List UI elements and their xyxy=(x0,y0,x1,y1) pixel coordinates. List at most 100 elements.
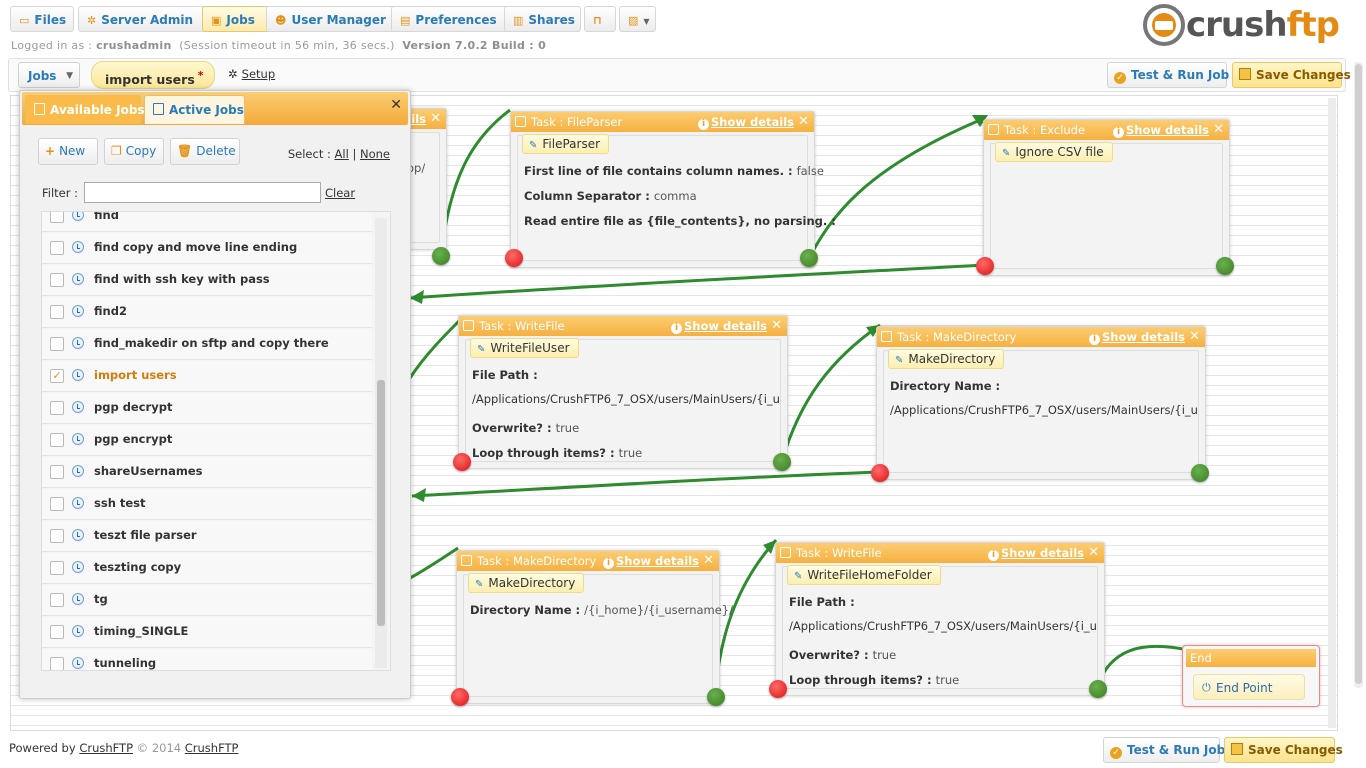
show-details-link[interactable]: i Show details xyxy=(1112,120,1209,140)
task-box-exclude[interactable]: Task : Exclude i Show details ✕ ✎ Ignore CSV… xyxy=(983,119,1230,276)
job-checkbox[interactable] xyxy=(50,305,64,319)
task-box-writefile-homefolder[interactable]: Task : WriteFile i Show details ✕ ✎ WriteFil… xyxy=(775,542,1105,696)
job-checkbox[interactable] xyxy=(50,273,64,287)
failure-port[interactable] xyxy=(505,249,523,267)
list-item[interactable]: ssh test xyxy=(42,489,372,520)
nav-unlock[interactable]: ⊓ xyxy=(584,6,616,32)
close-icon[interactable]: ✕ xyxy=(1189,329,1200,344)
list-item[interactable]: pgp decrypt xyxy=(42,393,372,424)
success-port[interactable] xyxy=(1089,680,1107,698)
job-checkbox[interactable] xyxy=(50,433,64,447)
success-port[interactable] xyxy=(1191,464,1209,482)
nav-jobs[interactable]: ▣ Jobs xyxy=(202,6,272,32)
task-name-pill[interactable]: ✎ MakeDirectory xyxy=(468,573,585,593)
list-item[interactable]: ✓ import users xyxy=(42,361,372,392)
list-item[interactable]: find with ssh key with pass xyxy=(42,265,372,296)
close-icon[interactable]: ✕ xyxy=(703,553,714,568)
nav-files[interactable]: ▭ Files xyxy=(10,6,74,32)
tab-active-jobs[interactable]: Active Jobs xyxy=(144,95,245,124)
task-box-fileparser[interactable]: Task : FileParser i Show details ✕ ✎ FilePar… xyxy=(510,111,836,268)
footer-save-changes-button[interactable]: Save Changes xyxy=(1224,737,1343,763)
job-checkbox[interactable] xyxy=(50,529,64,543)
list-item[interactable]: tg xyxy=(42,585,372,616)
crushftp-link-2[interactable]: CrushFTP xyxy=(184,741,239,755)
list-item[interactable]: find copy and move line ending xyxy=(42,233,372,264)
filter-input[interactable] xyxy=(84,182,321,203)
success-port[interactable] xyxy=(800,249,818,267)
job-checkbox[interactable]: ✓ xyxy=(50,369,64,383)
tab-available-jobs[interactable]: Available Jobs xyxy=(25,95,145,124)
nav-image-menu[interactable]: ▨ ▼ xyxy=(619,6,656,32)
close-icon[interactable]: ✕ xyxy=(430,111,441,126)
list-item[interactable]: tunneling xyxy=(42,649,372,670)
close-icon[interactable]: ✕ xyxy=(1213,122,1224,137)
show-details-link[interactable]: i Show details xyxy=(670,316,767,336)
show-details-link[interactable]: i Show details xyxy=(697,112,794,132)
footer-test-run-job-button[interactable]: ✓ Test & Run Job xyxy=(1103,737,1225,763)
job-checkbox[interactable] xyxy=(50,337,64,351)
setup-link[interactable]: ✲ Setup xyxy=(228,67,276,81)
page-scrollbar[interactable] xyxy=(1354,62,1363,688)
task-box-end[interactable]: End ⏻ End Point xyxy=(1182,645,1320,707)
job-checkbox[interactable] xyxy=(50,241,64,255)
job-checkbox[interactable] xyxy=(50,593,64,607)
success-port[interactable] xyxy=(432,247,450,265)
nav-server-admin[interactable]: ✲ Server Admin xyxy=(78,6,207,32)
list-item[interactable]: teszt file parser xyxy=(42,521,372,552)
job-checkbox[interactable] xyxy=(50,212,64,223)
list-item[interactable]: pgp encrypt xyxy=(42,425,372,456)
task-box-makedirectory-2[interactable]: Task : MakeDirectory i Show details ✕ ✎ Make… xyxy=(456,550,733,704)
delete-job-button[interactable]: 🗑 Delete xyxy=(170,138,240,165)
task-name-pill[interactable]: ✎ Ignore CSV file xyxy=(995,142,1113,162)
success-port[interactable] xyxy=(707,688,725,706)
job-checkbox[interactable] xyxy=(50,657,64,670)
page-scrollbar-thumb[interactable] xyxy=(1355,64,1362,684)
failure-port[interactable] xyxy=(451,688,469,706)
end-point-button[interactable]: ⏻ End Point xyxy=(1193,674,1305,700)
clear-filter-link[interactable]: Clear xyxy=(325,186,356,200)
close-icon[interactable]: ✕ xyxy=(798,114,809,129)
task-name-pill[interactable]: ✎ MakeDirectory xyxy=(888,349,1005,369)
list-item[interactable]: find_makedir on sftp and copy there xyxy=(42,329,372,360)
jobs-dropdown[interactable]: Jobs ▼ xyxy=(18,62,80,88)
list-item[interactable]: timing_SINGLE xyxy=(42,617,372,648)
show-details-link[interactable]: i Show details xyxy=(1088,327,1185,347)
failure-port[interactable] xyxy=(769,680,787,698)
close-icon[interactable]: ✕ xyxy=(771,318,782,333)
task-name-pill[interactable]: ✎ FileParser xyxy=(522,134,610,154)
close-icon[interactable]: ✕ xyxy=(390,97,402,113)
job-checkbox[interactable] xyxy=(50,465,64,479)
list-item[interactable]: find xyxy=(42,212,372,232)
job-checkbox[interactable] xyxy=(50,625,64,639)
list-item[interactable]: shareUsernames xyxy=(42,457,372,488)
select-all-link[interactable]: All xyxy=(334,147,349,161)
test-run-job-button[interactable]: ✓ Test & Run Job xyxy=(1107,62,1229,88)
new-job-button[interactable]: + New xyxy=(38,138,98,165)
show-details-link[interactable]: ils xyxy=(411,112,426,126)
task-box-makedirectory-1[interactable]: Task : MakeDirectory i Show details ✕ ✎ Make… xyxy=(876,326,1206,480)
job-checkbox[interactable] xyxy=(50,561,64,575)
failure-port[interactable] xyxy=(453,453,471,471)
success-port[interactable] xyxy=(1216,257,1234,275)
canvas-scrollbar[interactable] xyxy=(1328,98,1336,728)
crushftp-link[interactable]: CrushFTP xyxy=(79,741,134,755)
list-item[interactable]: teszting copy xyxy=(42,553,372,584)
save-changes-button[interactable]: Save Changes xyxy=(1232,62,1351,88)
job-checkbox[interactable] xyxy=(50,497,64,511)
task-name-pill[interactable]: ✎ WriteFileUser xyxy=(470,338,579,358)
job-checkbox[interactable] xyxy=(50,401,64,415)
select-none-link[interactable]: None xyxy=(359,147,390,161)
current-job-tab[interactable]: import users * xyxy=(91,61,215,89)
failure-port[interactable] xyxy=(976,257,994,275)
task-name-pill[interactable]: ✎ WriteFileHomeFolder xyxy=(787,565,941,585)
nav-shares[interactable]: ▥ Shares xyxy=(504,6,581,32)
jobs-list-scrollbar-thumb[interactable] xyxy=(377,380,385,626)
list-item[interactable]: find2 xyxy=(42,297,372,328)
close-icon[interactable]: ✕ xyxy=(1088,545,1099,560)
failure-port[interactable] xyxy=(871,464,889,482)
show-details-link[interactable]: i Show details xyxy=(987,543,1084,563)
nav-user-manager[interactable]: ☻ User Manager xyxy=(266,6,398,32)
success-port[interactable] xyxy=(773,453,791,471)
show-details-link[interactable]: i Show details xyxy=(602,551,699,571)
task-box-writefile-user[interactable]: Task : WriteFile i Show details ✕ ✎ WriteFil… xyxy=(458,315,788,469)
